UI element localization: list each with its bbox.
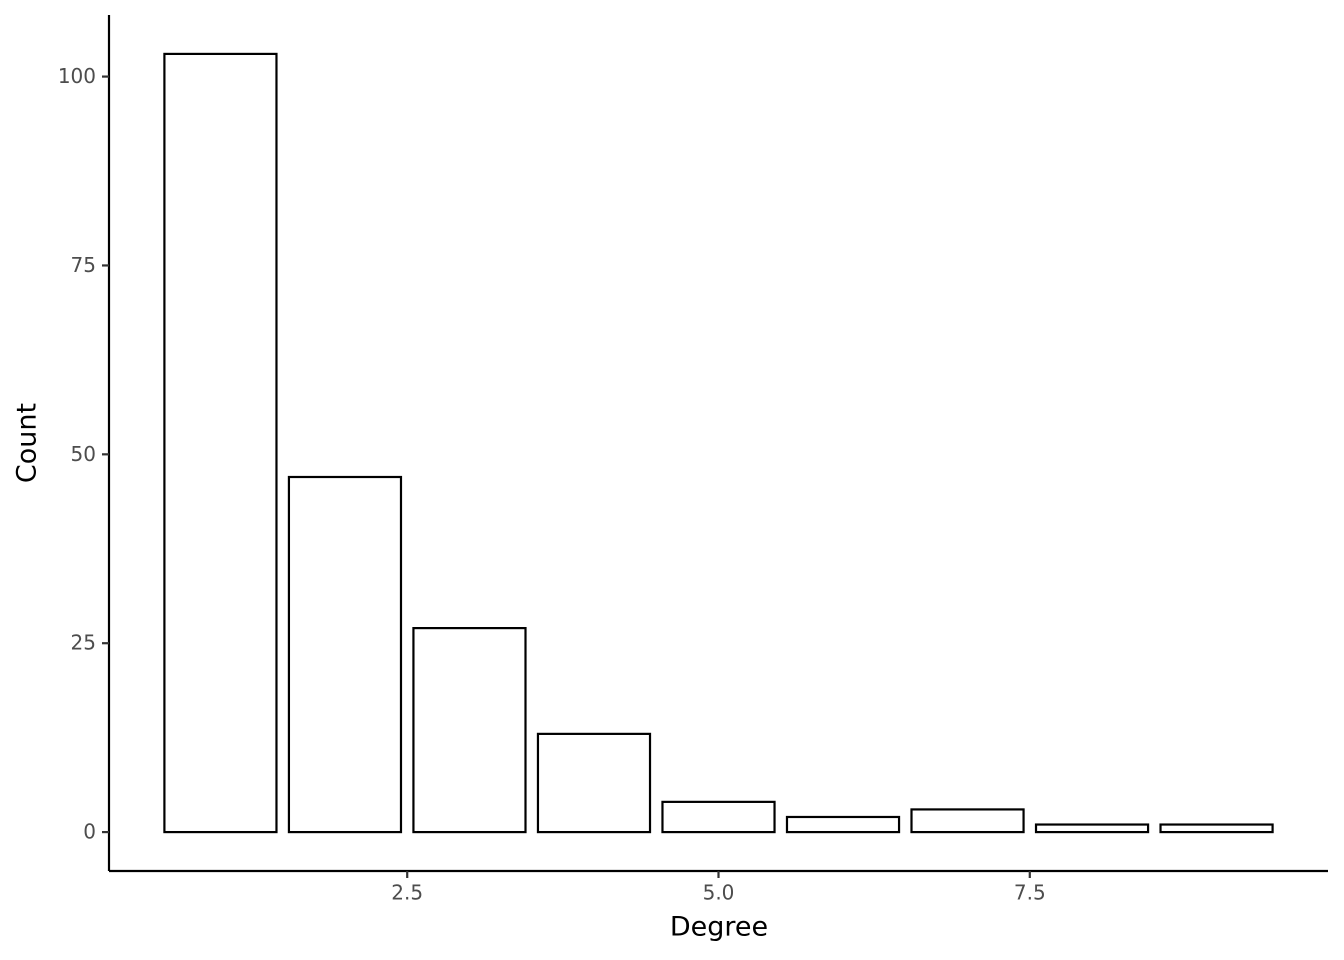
- y-tick-label: 100: [58, 64, 96, 88]
- bar: [661, 800, 776, 834]
- x-tick-label: 7.5: [1014, 881, 1046, 905]
- x-tick-label: 2.5: [391, 881, 423, 905]
- y-tick-label: 75: [71, 253, 96, 277]
- bar: [412, 627, 527, 834]
- y-tick-label: 50: [71, 442, 96, 466]
- bar: [910, 808, 1025, 834]
- bar: [1159, 823, 1274, 834]
- bar: [1034, 823, 1150, 834]
- y-tick-label: 0: [83, 820, 96, 844]
- bar: [163, 52, 278, 834]
- bar: [536, 732, 652, 834]
- x-axis-title: Degree: [670, 912, 768, 943]
- bar: [287, 475, 403, 834]
- y-axis-title: Count: [12, 403, 43, 483]
- y-tick-label: 25: [71, 631, 96, 655]
- bar: [785, 815, 901, 834]
- x-tick-label: 5.0: [703, 881, 735, 905]
